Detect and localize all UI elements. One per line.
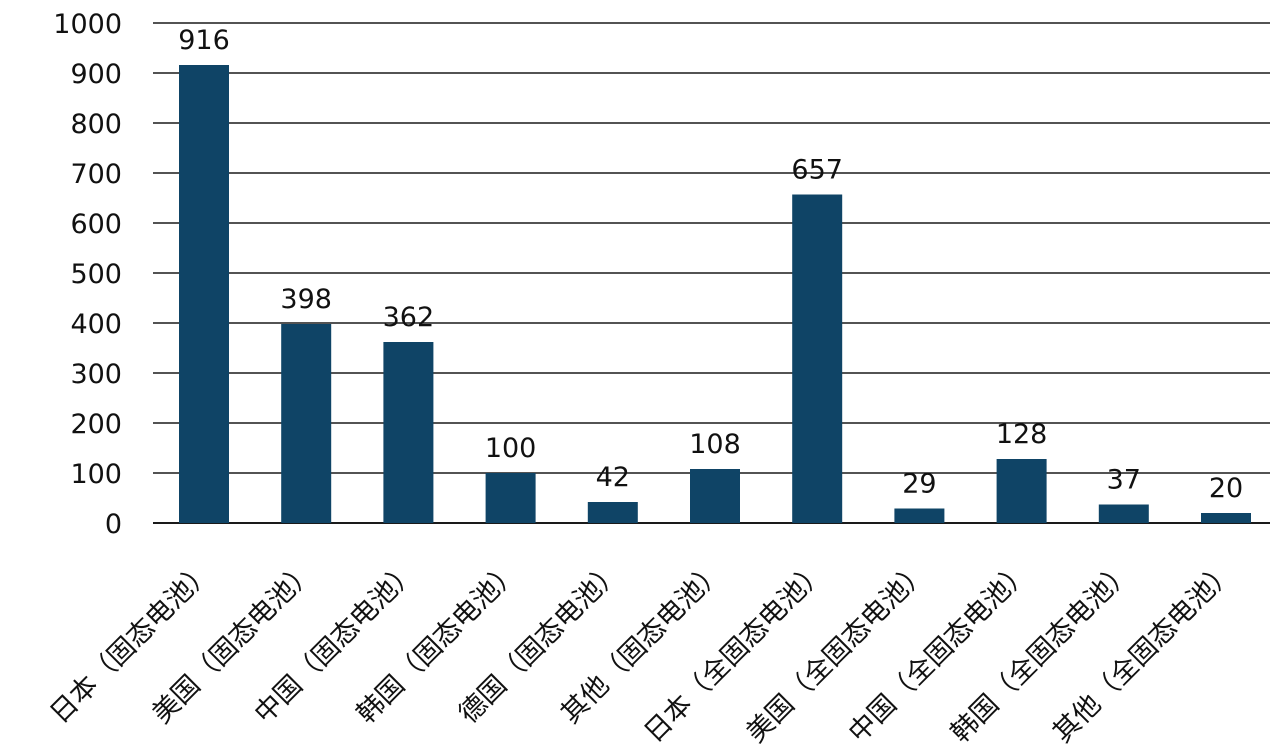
y-tick-label: 200	[70, 409, 122, 440]
bar	[587, 502, 638, 523]
data-label: 128	[996, 419, 1048, 450]
y-tick-label: 400	[70, 309, 122, 340]
bar	[792, 194, 843, 523]
data-label: 29	[902, 469, 936, 500]
y-tick-label: 1000	[53, 9, 122, 40]
y-tick-label: 300	[70, 359, 122, 390]
category-label: 美国（全固态电池）	[741, 555, 935, 744]
bar	[383, 342, 434, 523]
y-axis-tick-labels: 0 100 200 300 400 500 600 700 800 900 1000	[53, 9, 122, 540]
bars	[179, 65, 1251, 523]
category-label: 中国（全固态电池）	[843, 555, 1037, 744]
data-label: 108	[689, 429, 741, 460]
data-label: 362	[383, 302, 435, 333]
gridlines	[153, 22, 1270, 524]
y-tick-label: 100	[70, 459, 122, 490]
y-tick-label: 500	[70, 259, 122, 290]
data-label: 916	[178, 25, 230, 56]
bar	[894, 508, 945, 523]
category-label: 韩国（全固态电池）	[945, 555, 1139, 744]
y-tick-label: 600	[70, 209, 122, 240]
bar	[281, 324, 332, 523]
bar	[1201, 513, 1251, 523]
y-tick-label: 900	[70, 59, 122, 90]
category-label: 其他（全固态电池）	[1047, 555, 1241, 744]
data-label: 37	[1107, 465, 1141, 496]
bar	[1098, 504, 1149, 523]
data-label: 20	[1209, 473, 1243, 504]
data-label: 100	[485, 433, 537, 464]
data-label: 42	[596, 462, 630, 493]
bar	[179, 65, 229, 523]
y-tick-label: 0	[105, 509, 122, 540]
data-labels: 916 398 362 100 42 108 657 29 128 37 20	[178, 25, 1243, 504]
bar	[690, 469, 740, 523]
y-tick-label: 800	[70, 109, 122, 140]
x-axis-category-labels: 日本（固态电池）美国（固态电池）中国（固态电池）韩国（固态电池）德国（固态电池）…	[44, 555, 1241, 744]
data-label: 657	[791, 155, 843, 186]
y-tick-label: 700	[70, 159, 122, 190]
data-label: 398	[280, 284, 332, 315]
category-label: 日本（全固态电池）	[638, 555, 832, 744]
bar	[485, 473, 536, 523]
bar	[996, 459, 1047, 523]
